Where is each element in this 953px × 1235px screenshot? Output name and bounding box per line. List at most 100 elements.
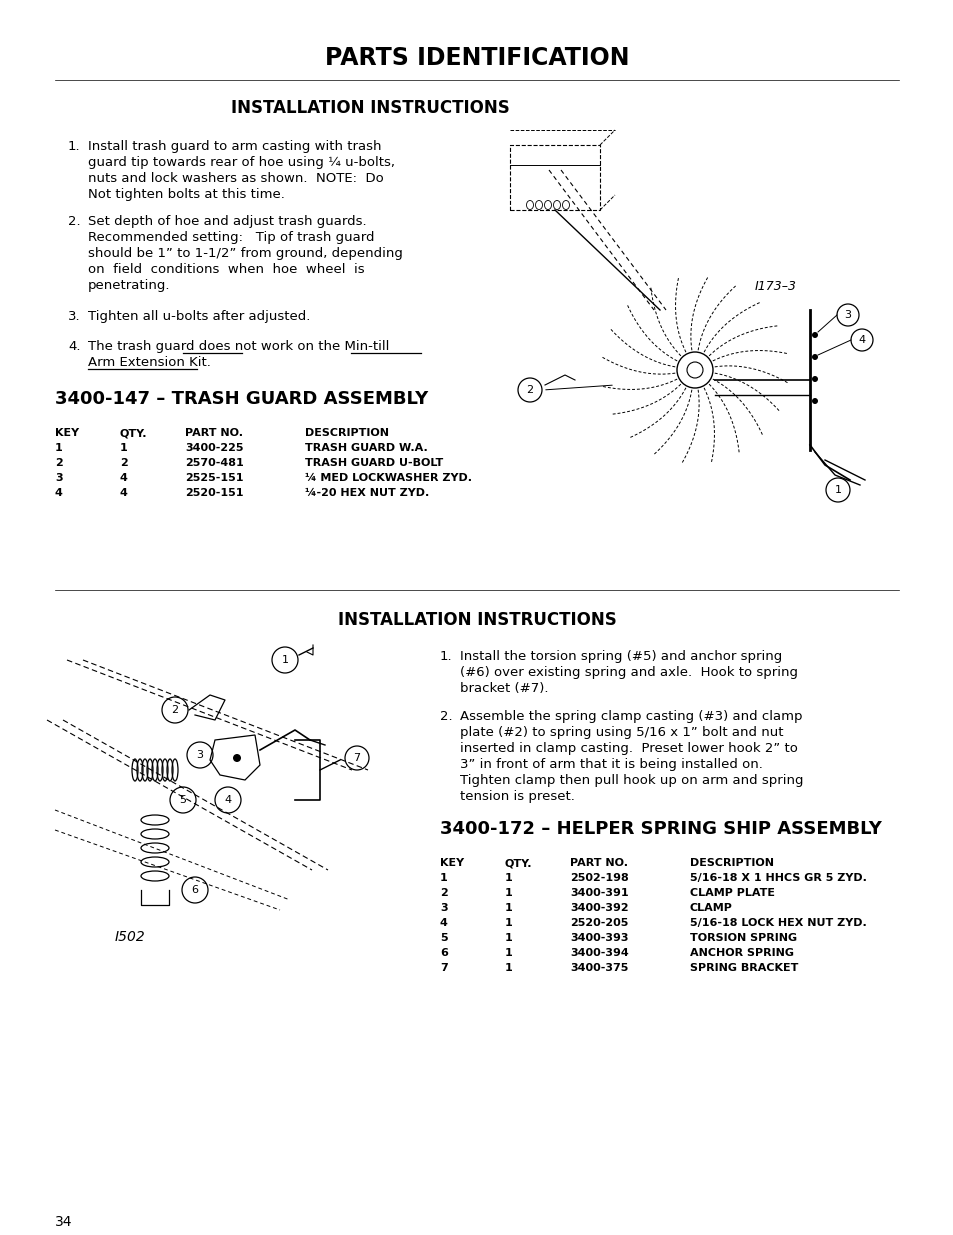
Text: 3: 3 [439, 903, 447, 913]
Text: 2525-151: 2525-151 [185, 473, 243, 483]
Text: 2520-151: 2520-151 [185, 488, 243, 498]
Text: Tighten clamp then pull hook up on arm and spring: Tighten clamp then pull hook up on arm a… [459, 774, 802, 787]
Text: INSTALLATION INSTRUCTIONS: INSTALLATION INSTRUCTIONS [231, 99, 509, 117]
Text: 3” in front of arm that it is being installed on.: 3” in front of arm that it is being inst… [459, 758, 762, 771]
Text: 2570-481: 2570-481 [185, 458, 244, 468]
Text: 3400-147 – TRASH GUARD ASSEMBLY: 3400-147 – TRASH GUARD ASSEMBLY [55, 390, 428, 408]
Text: 4: 4 [120, 488, 128, 498]
Text: should be 1” to 1-1/2” from ground, depending: should be 1” to 1-1/2” from ground, depe… [88, 247, 402, 261]
Text: 34: 34 [55, 1215, 72, 1229]
Text: 1.: 1. [439, 650, 452, 663]
Text: PARTS IDENTIFICATION: PARTS IDENTIFICATION [324, 46, 629, 70]
Circle shape [811, 375, 817, 382]
Text: PART NO.: PART NO. [569, 858, 627, 868]
Text: 3400-393: 3400-393 [569, 932, 628, 944]
Text: inserted in clamp casting.  Preset lower hook 2” to: inserted in clamp casting. Preset lower … [459, 742, 797, 755]
Text: 1: 1 [504, 888, 512, 898]
Text: CLAMP PLATE: CLAMP PLATE [689, 888, 774, 898]
Text: ¼-20 HEX NUT ZYD.: ¼-20 HEX NUT ZYD. [305, 488, 429, 498]
Text: 4.: 4. [68, 340, 80, 353]
Text: tension is preset.: tension is preset. [459, 790, 575, 803]
Circle shape [811, 354, 817, 359]
Text: plate (#2) to spring using 5/16 x 1” bolt and nut: plate (#2) to spring using 5/16 x 1” bol… [459, 726, 782, 739]
Text: 1: 1 [834, 485, 841, 495]
Text: 4: 4 [120, 473, 128, 483]
Text: 1.: 1. [68, 140, 81, 153]
Circle shape [811, 332, 817, 338]
Text: 2: 2 [120, 458, 128, 468]
Circle shape [811, 398, 817, 404]
Text: 1: 1 [55, 443, 63, 453]
Text: 6: 6 [439, 948, 447, 958]
Text: 5/16-18 LOCK HEX NUT ZYD.: 5/16-18 LOCK HEX NUT ZYD. [689, 918, 866, 927]
Text: I502: I502 [115, 930, 146, 944]
Text: 1: 1 [504, 948, 512, 958]
Text: 4: 4 [858, 335, 864, 345]
Text: ¼ MED LOCKWASHER ZYD.: ¼ MED LOCKWASHER ZYD. [305, 473, 472, 483]
Text: The trash guard does not work on the Min-till: The trash guard does not work on the Min… [88, 340, 389, 353]
Text: 1: 1 [504, 932, 512, 944]
Text: TORSION SPRING: TORSION SPRING [689, 932, 797, 944]
Text: Install the torsion spring (#5) and anchor spring: Install the torsion spring (#5) and anch… [459, 650, 781, 663]
Text: 1: 1 [281, 655, 288, 664]
Text: 2: 2 [172, 705, 178, 715]
Text: Not tighten bolts at this time.: Not tighten bolts at this time. [88, 188, 285, 201]
Text: 4: 4 [224, 795, 232, 805]
Text: CLAMP: CLAMP [689, 903, 732, 913]
Text: bracket (#7).: bracket (#7). [459, 682, 548, 695]
Text: 1: 1 [439, 873, 447, 883]
Text: 1: 1 [504, 903, 512, 913]
Text: 4: 4 [55, 488, 63, 498]
Text: QTY.: QTY. [504, 858, 532, 868]
Text: 3400-375: 3400-375 [569, 963, 628, 973]
Text: Recommended setting:   Tip of trash guard: Recommended setting: Tip of trash guard [88, 231, 375, 245]
Text: 3400-391: 3400-391 [569, 888, 628, 898]
Text: penetrating.: penetrating. [88, 279, 171, 291]
Text: KEY: KEY [439, 858, 464, 868]
Text: 2520-205: 2520-205 [569, 918, 628, 927]
Text: 2: 2 [439, 888, 447, 898]
Text: 3400-172 – HELPER SPRING SHIP ASSEMBLY: 3400-172 – HELPER SPRING SHIP ASSEMBLY [439, 820, 881, 839]
Text: 2.: 2. [68, 215, 81, 228]
Text: ANCHOR SPRING: ANCHOR SPRING [689, 948, 793, 958]
Text: Install trash guard to arm casting with trash: Install trash guard to arm casting with … [88, 140, 381, 153]
Text: 3: 3 [843, 310, 851, 320]
Circle shape [677, 352, 712, 388]
Text: PART NO.: PART NO. [185, 429, 243, 438]
Text: 1: 1 [120, 443, 128, 453]
Text: TRASH GUARD U-BOLT: TRASH GUARD U-BOLT [305, 458, 443, 468]
Text: TRASH GUARD W.A.: TRASH GUARD W.A. [305, 443, 427, 453]
Text: 1: 1 [504, 918, 512, 927]
Text: Assemble the spring clamp casting (#3) and clamp: Assemble the spring clamp casting (#3) a… [459, 710, 801, 722]
Text: 2502-198: 2502-198 [569, 873, 628, 883]
Text: 5: 5 [179, 795, 186, 805]
Text: 3400-225: 3400-225 [185, 443, 243, 453]
Text: I173–3: I173–3 [754, 280, 796, 293]
Text: Arm Extension Kit.: Arm Extension Kit. [88, 356, 211, 369]
Text: nuts and lock washers as shown.  NOTE:  Do: nuts and lock washers as shown. NOTE: Do [88, 172, 383, 185]
Text: SPRING BRACKET: SPRING BRACKET [689, 963, 798, 973]
Text: 4: 4 [439, 918, 447, 927]
Text: Tighten all u-bolts after adjusted.: Tighten all u-bolts after adjusted. [88, 310, 310, 324]
Text: 3: 3 [196, 750, 203, 760]
Text: 2.: 2. [439, 710, 452, 722]
Text: guard tip towards rear of hoe using ¼ u-bolts,: guard tip towards rear of hoe using ¼ u-… [88, 156, 395, 169]
Text: 1: 1 [504, 963, 512, 973]
Text: (#6) over existing spring and axle.  Hook to spring: (#6) over existing spring and axle. Hook… [459, 666, 797, 679]
Text: 7: 7 [353, 753, 360, 763]
Circle shape [233, 755, 241, 762]
Text: 3.: 3. [68, 310, 81, 324]
Text: 3400-394: 3400-394 [569, 948, 628, 958]
Bar [510, 144, 599, 210]
Text: 3400-392: 3400-392 [569, 903, 628, 913]
Text: 3: 3 [55, 473, 63, 483]
Text: 6: 6 [192, 885, 198, 895]
Text: 2: 2 [526, 385, 533, 395]
Text: 5/16-18 X 1 HHCS GR 5 ZYD.: 5/16-18 X 1 HHCS GR 5 ZYD. [689, 873, 866, 883]
Text: 2: 2 [55, 458, 63, 468]
Text: Set depth of hoe and adjust trash guards.: Set depth of hoe and adjust trash guards… [88, 215, 366, 228]
Text: 7: 7 [439, 963, 447, 973]
Text: DESCRIPTION: DESCRIPTION [305, 429, 389, 438]
Text: DESCRIPTION: DESCRIPTION [689, 858, 773, 868]
Text: 5: 5 [439, 932, 447, 944]
